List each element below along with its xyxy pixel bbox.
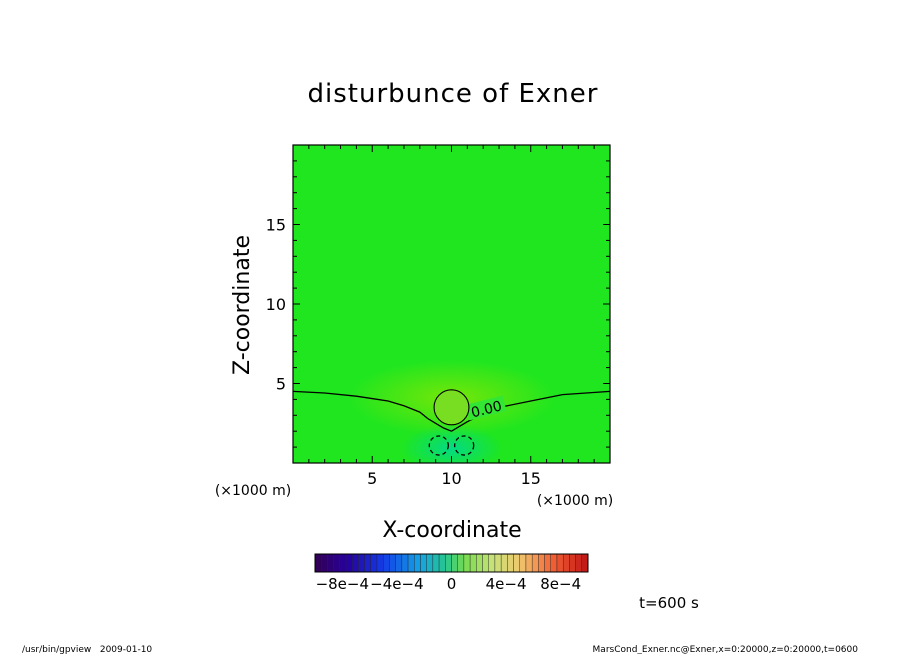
colorbar-cell	[321, 553, 328, 573]
y-tick-label: 5	[276, 375, 286, 394]
colorbar-cell	[488, 553, 496, 573]
x-tick-label: 10	[441, 469, 461, 488]
time-label: t=600 s	[639, 594, 699, 612]
colorbar-cell	[364, 553, 372, 573]
colorbar-cell	[370, 553, 378, 573]
colorbar-cell	[513, 553, 520, 573]
x-axis-label: X-coordinate	[382, 518, 521, 543]
colorbar-label: 0	[447, 575, 457, 593]
colorbar-cell	[358, 553, 365, 573]
colorbar-cell	[482, 553, 489, 573]
negative-contour-2	[454, 435, 475, 456]
footer-left: /usr/bin/gpview 2009-01-10	[22, 645, 152, 654]
colorbar-cell	[420, 553, 427, 573]
x-tick-label: 5	[367, 469, 377, 488]
colorbar-cell	[507, 553, 514, 573]
colorbar-cell	[538, 553, 545, 573]
colorbar-cell	[352, 553, 359, 573]
colorbar-cell	[438, 553, 446, 573]
negative-contour-1	[428, 435, 449, 456]
y-axis-label: Z-coordinate	[230, 235, 255, 375]
contour-label: 0.00	[470, 398, 504, 421]
colorbar-cell	[531, 553, 539, 573]
zero-contour-line	[293, 390, 610, 432]
colorbar-cell	[432, 553, 440, 573]
colorbar-cell	[383, 553, 390, 573]
footer-right: MarsCond_Exner.nc@Exner,x=0:20000,z=0:20…	[593, 645, 859, 654]
colorbar-cell	[476, 553, 483, 573]
x-axis-unit-left: (×1000 m)	[215, 483, 291, 499]
colorbar-cell	[581, 553, 589, 573]
colorbar-cell	[445, 553, 452, 573]
colorbar-cell	[376, 553, 384, 573]
colorbar-cell	[314, 553, 322, 573]
colorbar-cell	[395, 553, 403, 573]
colorbar-cell	[327, 553, 334, 573]
colorbar-label: 8e−4	[540, 575, 581, 593]
negative-glow	[400, 424, 503, 463]
colorbar-cell	[494, 553, 502, 573]
colorbar-cell	[333, 553, 341, 573]
contour-label-bg	[465, 395, 507, 421]
tick-marks: 5 10 15 5 10 15	[266, 145, 610, 488]
colorbar-cell	[544, 553, 551, 573]
colorbar-label: 4e−4	[486, 575, 527, 593]
colorbar-cell	[426, 553, 434, 573]
colorbar-cell	[469, 553, 477, 573]
colorbar-cell	[575, 553, 582, 573]
x-tick-label: 15	[521, 469, 541, 488]
y-tick-label: 10	[266, 295, 286, 314]
colorbar-frame	[314, 553, 589, 573]
x-axis-unit-right: (×1000 m)	[537, 493, 613, 509]
colorbar-cell	[389, 553, 396, 573]
colorbar-cell	[463, 553, 471, 573]
colorbar-cell	[414, 553, 421, 573]
colorbar-cell	[345, 553, 353, 573]
colorbar-label: −4e−4	[370, 575, 423, 593]
colorbar-cell	[550, 553, 558, 573]
colorbar-cell	[562, 553, 570, 573]
colorbar-cell	[556, 553, 564, 573]
colorbar-cell	[401, 553, 409, 573]
colorbar-cell	[407, 553, 415, 573]
chart-title: disturbunce of Exner	[308, 79, 599, 109]
plot-area: 0.00 5 10 15 5 10 15	[266, 144, 611, 488]
colorbar-cell	[457, 553, 465, 573]
colorbar-cell	[519, 553, 527, 573]
colorbar-label: −8e−4	[316, 575, 369, 593]
colorbar-cell	[525, 553, 533, 573]
colorbar: −8e−4 −4e−4 0 4e−4 8e−4	[314, 553, 589, 593]
colorbar-cell	[451, 553, 458, 573]
colorbar-cell	[500, 553, 508, 573]
y-tick-label: 15	[266, 216, 286, 235]
colorbar-cell	[569, 553, 576, 573]
positive-contour	[433, 389, 470, 426]
field-layer: 0.00	[293, 359, 610, 463]
colorbar-cell	[339, 553, 347, 573]
